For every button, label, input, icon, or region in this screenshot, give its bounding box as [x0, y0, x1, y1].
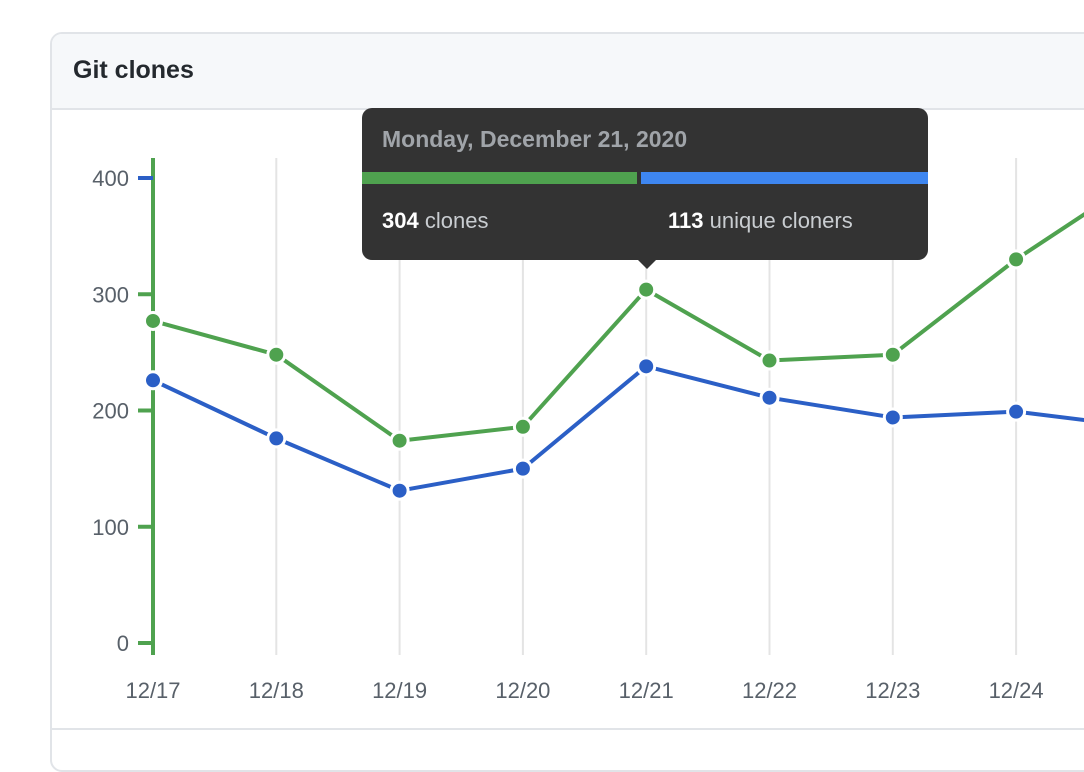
y-tick-label-0: 0 [117, 631, 129, 656]
y-tick-label-200: 200 [92, 399, 129, 424]
clones-point-12-17 [143, 310, 163, 331]
tooltip-unique-value: 113 [668, 208, 704, 233]
unique-cloners-point-12-17 [143, 370, 163, 391]
panel-divider [52, 728, 1084, 730]
unique-cloners-point-12-19 [389, 480, 410, 501]
unique-cloners-point-12-23 [882, 407, 903, 428]
x-tick-label-12-17: 12/17 [125, 678, 180, 703]
tooltip-clones-label: clones [424, 208, 489, 233]
y-tick-label-400: 400 [92, 166, 129, 191]
clones-point-12-18 [266, 344, 287, 365]
tooltip-date: Monday, December 21, 2020 [382, 126, 688, 152]
y-tick-label-100: 100 [92, 515, 129, 540]
tooltip-bar-divider [637, 170, 641, 186]
unique-cloners-point-12-21 [636, 356, 657, 377]
panel-title: Git clones [73, 56, 194, 84]
clones-point-12-22 [759, 350, 780, 371]
unique-cloners-point-12-18 [266, 428, 287, 449]
x-tick-label-12-18: 12/18 [249, 678, 304, 703]
tooltip-unique-label: unique cloners [709, 208, 853, 233]
y-tick-label-300: 300 [92, 282, 129, 307]
x-tick-label-12-19: 12/19 [372, 678, 427, 703]
unique-cloners-point-12-24 [1006, 401, 1027, 422]
tooltip-caret [637, 259, 657, 269]
clones-point-12-24 [1006, 249, 1027, 270]
panel-header: Git clones [52, 34, 1084, 110]
x-tick-label-12-20: 12/20 [495, 678, 550, 703]
unique-cloners-line [152, 364, 1084, 493]
x-tick-label-12-22: 12/22 [742, 678, 797, 703]
clones-point-12-19 [389, 430, 410, 451]
unique-cloners-point-12-22 [759, 387, 780, 408]
tooltip: Monday, December 21, 2020 304 clones 113… [362, 108, 928, 260]
clones-point-12-20 [512, 416, 533, 437]
tooltip-clones-bar [362, 172, 639, 184]
x-tick-label-12-21: 12/21 [619, 678, 674, 703]
tooltip-unique-bar [639, 172, 928, 184]
clones-point-12-23 [882, 344, 903, 365]
x-tick-label-12-24: 12/24 [989, 678, 1044, 703]
x-tick-label-12-23: 12/23 [865, 678, 920, 703]
clones-point-12-21 [636, 279, 657, 300]
tooltip-clones-stat: 304 clones [382, 208, 488, 234]
tooltip-clones-value: 304 [382, 208, 419, 233]
tooltip-unique-stat: 113 unique cloners [668, 208, 853, 234]
unique-cloners-point-12-20 [512, 458, 533, 479]
